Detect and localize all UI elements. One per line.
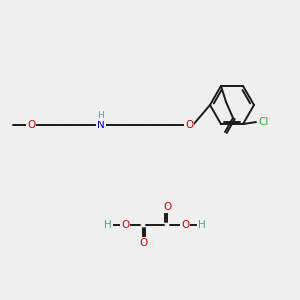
Text: H: H (198, 220, 206, 230)
Text: Cl: Cl (259, 117, 269, 127)
Text: N: N (97, 120, 105, 130)
Text: O: O (185, 120, 193, 130)
Text: O: O (181, 220, 189, 230)
Text: O: O (139, 238, 147, 248)
Text: H: H (104, 220, 112, 230)
Text: O: O (121, 220, 129, 230)
Text: O: O (27, 120, 35, 130)
Text: H: H (98, 112, 104, 121)
Text: O: O (163, 202, 171, 212)
